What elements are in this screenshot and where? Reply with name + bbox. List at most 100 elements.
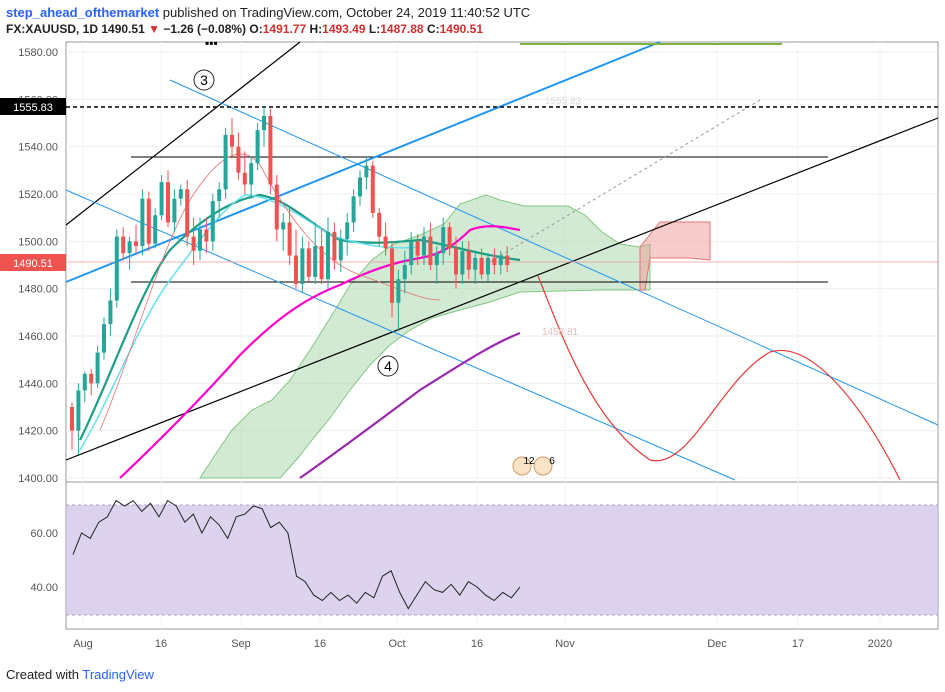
ma-purple — [299, 331, 521, 479]
projection-curve — [537, 275, 901, 481]
open-value: 1491.77 — [262, 22, 307, 36]
candle-body — [428, 236, 433, 265]
candle-body — [217, 189, 222, 202]
candle-body — [300, 248, 305, 284]
low-value: 1487.88 — [380, 22, 424, 36]
candle-body — [223, 134, 228, 190]
price-tick-label: 1580.00 — [18, 47, 58, 59]
level-price-flag — [0, 98, 66, 115]
candle-body — [319, 246, 324, 280]
tradingview-logo-link[interactable]: TradingView — [82, 667, 154, 682]
candle-body — [377, 212, 382, 237]
candle-body — [338, 238, 343, 261]
candles-group — [70, 106, 510, 455]
candle-body — [134, 241, 138, 247]
candle-body — [345, 222, 350, 239]
event-count-2: 6 — [549, 456, 555, 467]
candle-body — [434, 253, 439, 265]
candle-body — [159, 182, 164, 216]
candle-body — [287, 222, 292, 256]
candle-body — [166, 182, 170, 223]
candle-body — [146, 198, 151, 244]
channel-lower — [65, 189, 736, 481]
publish-line: step_ahead_ofthemarket published on Trad… — [6, 5, 530, 20]
candle-body — [82, 373, 87, 391]
candle-body — [95, 352, 100, 384]
candle-body — [313, 246, 318, 277]
trendline-upper-left — [65, 41, 301, 226]
change-text: −1.26 (−0.08%) — [163, 22, 247, 36]
lagging-span — [99, 153, 441, 431]
candle-body — [358, 177, 362, 197]
time-tick-label: Dec — [707, 638, 727, 650]
price-tick-label: 1480.00 — [18, 284, 58, 296]
candle-body — [447, 227, 452, 249]
last-price-flag — [0, 254, 66, 271]
channel-upper — [169, 79, 939, 426]
footer: Created with TradingView — [6, 667, 154, 682]
candle-body — [415, 241, 420, 256]
candle-body — [351, 196, 356, 223]
created-with-text: Created with — [6, 667, 79, 682]
wave-3-circle — [193, 69, 215, 91]
rsi-band — [66, 505, 938, 615]
candle-body — [70, 407, 74, 431]
price-tick-label: 1500.00 — [18, 236, 58, 248]
last-price: 1490.51 — [101, 22, 145, 36]
candle-body — [274, 184, 279, 230]
candle-body — [294, 255, 298, 284]
candle-body — [486, 257, 490, 275]
down-arrow-icon: ▼ — [148, 22, 160, 36]
close-label: C: — [426, 22, 440, 36]
price-tick-label: 1400.00 — [18, 473, 58, 485]
candle-body — [210, 201, 215, 242]
candle-body — [454, 248, 458, 275]
candle-body — [185, 189, 190, 237]
candle-body — [76, 390, 81, 431]
candle-body — [236, 146, 241, 173]
candle-body — [262, 115, 266, 131]
us-flag-icon-2[interactable] — [533, 456, 553, 476]
time-tick-label: 16 — [471, 638, 483, 650]
candle-body — [121, 236, 126, 254]
time-axis[interactable]: Aug 16 Sep 16 Oct 16 Nov Dec 17 2020 — [73, 638, 892, 650]
candle-body — [390, 248, 394, 303]
time-tick-label: Nov — [555, 638, 575, 650]
candle-body — [204, 229, 209, 242]
candle-body — [153, 215, 158, 244]
price-tick-label: 1420.00 — [18, 426, 58, 438]
candle-body — [370, 165, 375, 213]
candle-body — [402, 265, 407, 280]
ohlc-line: FX:XAUUSD, 1D 1490.51 ▼ −1.26 (−0.08%) O… — [6, 22, 483, 36]
rsi-axis[interactable]: 60.00 40.00 — [30, 528, 58, 594]
wave-4-circle — [377, 355, 399, 377]
price-tick-label: 1520.00 — [18, 189, 58, 201]
published-text: published on TradingView.com, October 24… — [162, 5, 531, 20]
time-tick-label: 16 — [155, 638, 167, 650]
time-tick-label: 16 — [314, 638, 326, 650]
high-label: H: — [309, 22, 323, 36]
candle-body — [422, 236, 426, 256]
price-tick-label: 1440.00 — [18, 378, 58, 390]
price-tick-label: 1460.00 — [18, 331, 58, 343]
candle-body — [242, 172, 247, 185]
rsi-tick-label: 40.00 — [30, 582, 58, 594]
candle-body — [191, 236, 196, 251]
level-price-text: 1555.83 — [13, 102, 53, 114]
candle-body — [140, 198, 145, 247]
candle-body — [306, 248, 311, 277]
last-price-text: 1490.51 — [13, 258, 53, 270]
us-flag-icon[interactable] — [512, 456, 532, 476]
price-axis[interactable]: 1580.001560.001540.001520.001500.001480.… — [18, 47, 58, 485]
rsi-line — [72, 499, 521, 610]
projection-dotted — [489, 99, 761, 263]
faint-price-label-2: 1458.81 — [542, 327, 579, 338]
candle-body — [460, 250, 465, 275]
candle-body — [364, 165, 369, 178]
time-tick-label: 2020 — [868, 638, 892, 650]
candle-body — [326, 231, 330, 280]
candle-body — [281, 222, 286, 230]
rsi-tick-label: 60.00 — [30, 528, 58, 540]
author-link[interactable]: step_ahead_ofthemarket — [6, 5, 160, 20]
